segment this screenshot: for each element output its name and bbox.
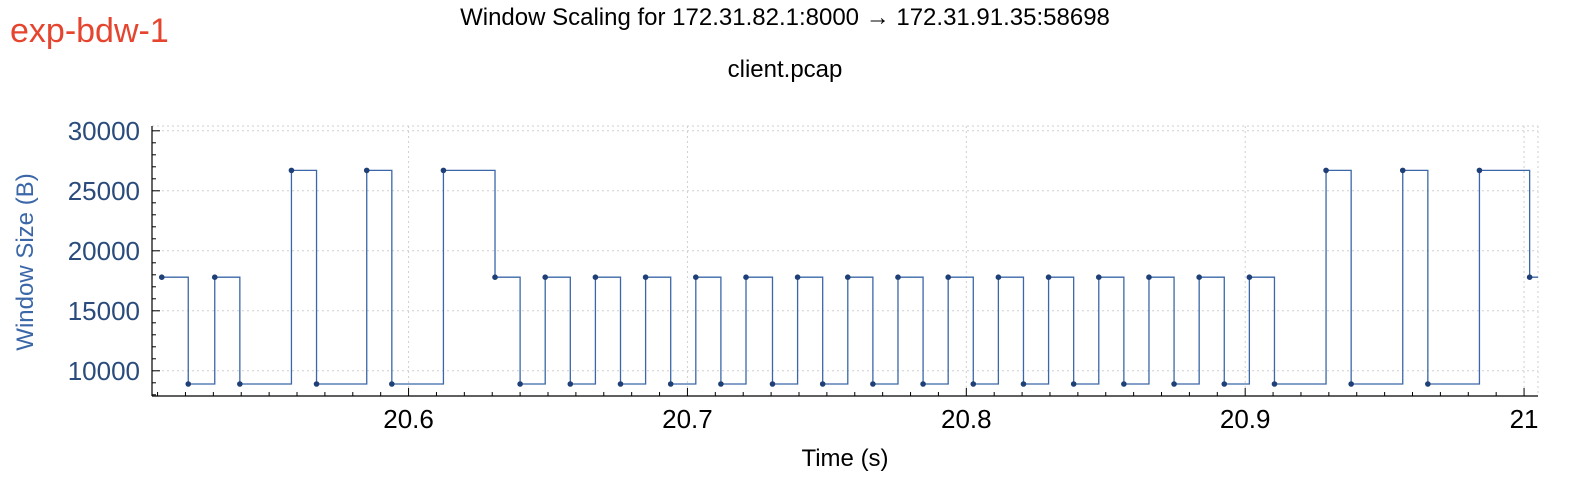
data-point <box>1095 274 1102 281</box>
data-point <box>1196 274 1202 281</box>
x-tick-label: 20.6 <box>383 404 434 434</box>
data-point <box>995 274 1002 281</box>
experiment-tag: exp-bdw-1 <box>10 12 169 50</box>
data-point <box>440 167 447 174</box>
y-axis-label: Window Size (B) <box>12 173 39 350</box>
data-point <box>945 274 951 281</box>
data-point <box>1246 274 1253 281</box>
y-tick-label: 25000 <box>68 176 140 206</box>
data-point <box>642 274 649 281</box>
data-point <box>1171 381 1177 387</box>
data-point <box>819 381 826 387</box>
data-point <box>592 274 599 281</box>
y-tick-label: 15000 <box>68 296 140 326</box>
x-tick-label: 20.8 <box>941 404 992 434</box>
data-point <box>1020 381 1027 387</box>
data-point <box>617 381 624 387</box>
data-point <box>920 381 926 387</box>
data-point <box>1271 381 1278 387</box>
data-point <box>693 274 699 281</box>
axis-ticks <box>152 130 1525 396</box>
series-points <box>158 167 1533 387</box>
data-point <box>718 381 724 387</box>
data-point <box>1221 381 1228 387</box>
data-point <box>743 274 749 281</box>
data-point <box>895 274 901 281</box>
data-point <box>1425 381 1431 387</box>
data-point <box>288 167 295 174</box>
data-point <box>1121 381 1127 387</box>
y-tick-label: 20000 <box>68 236 140 266</box>
data-point <box>158 274 165 281</box>
y-tick-label: 10000 <box>68 356 140 386</box>
data-point <box>844 274 851 281</box>
data-point <box>1476 167 1483 174</box>
data-point <box>1348 381 1354 387</box>
axes <box>151 126 1538 397</box>
data-point <box>313 381 320 387</box>
data-point <box>185 381 192 387</box>
x-tick-label: 21 <box>1510 404 1539 434</box>
data-point <box>1045 274 1052 281</box>
data-point <box>667 381 674 387</box>
data-point <box>1070 381 1077 387</box>
data-point <box>211 274 218 281</box>
chart-title: Window Scaling for 172.31.82.1:8000 → 17… <box>460 4 1110 31</box>
data-point <box>1399 167 1406 174</box>
data-point <box>542 274 549 281</box>
data-point <box>1146 274 1152 281</box>
y-tick-label: 30000 <box>68 116 140 146</box>
data-point <box>769 381 776 387</box>
data-point <box>794 274 801 281</box>
data-point <box>389 381 395 387</box>
x-tick-label: 20.7 <box>662 404 713 434</box>
data-point <box>870 381 876 387</box>
series-window-size <box>161 169 1538 385</box>
x-axis-label: Time (s) <box>801 445 888 472</box>
series-line <box>161 169 1538 385</box>
data-point <box>492 274 498 281</box>
tick-labels: 10000 15000 20000 25000 30000 20.6 20.7 20.8 20.… <box>68 116 1539 434</box>
x-tick-label: 20.9 <box>1220 404 1271 434</box>
data-point <box>237 381 243 387</box>
data-point <box>363 167 370 174</box>
data-point <box>517 381 523 387</box>
data-point <box>970 381 977 387</box>
data-point <box>1526 274 1533 281</box>
data-point <box>567 381 574 387</box>
grid-lines <box>152 125 1539 396</box>
data-point <box>1323 167 1329 174</box>
chart-subtitle: client.pcap <box>727 56 843 83</box>
